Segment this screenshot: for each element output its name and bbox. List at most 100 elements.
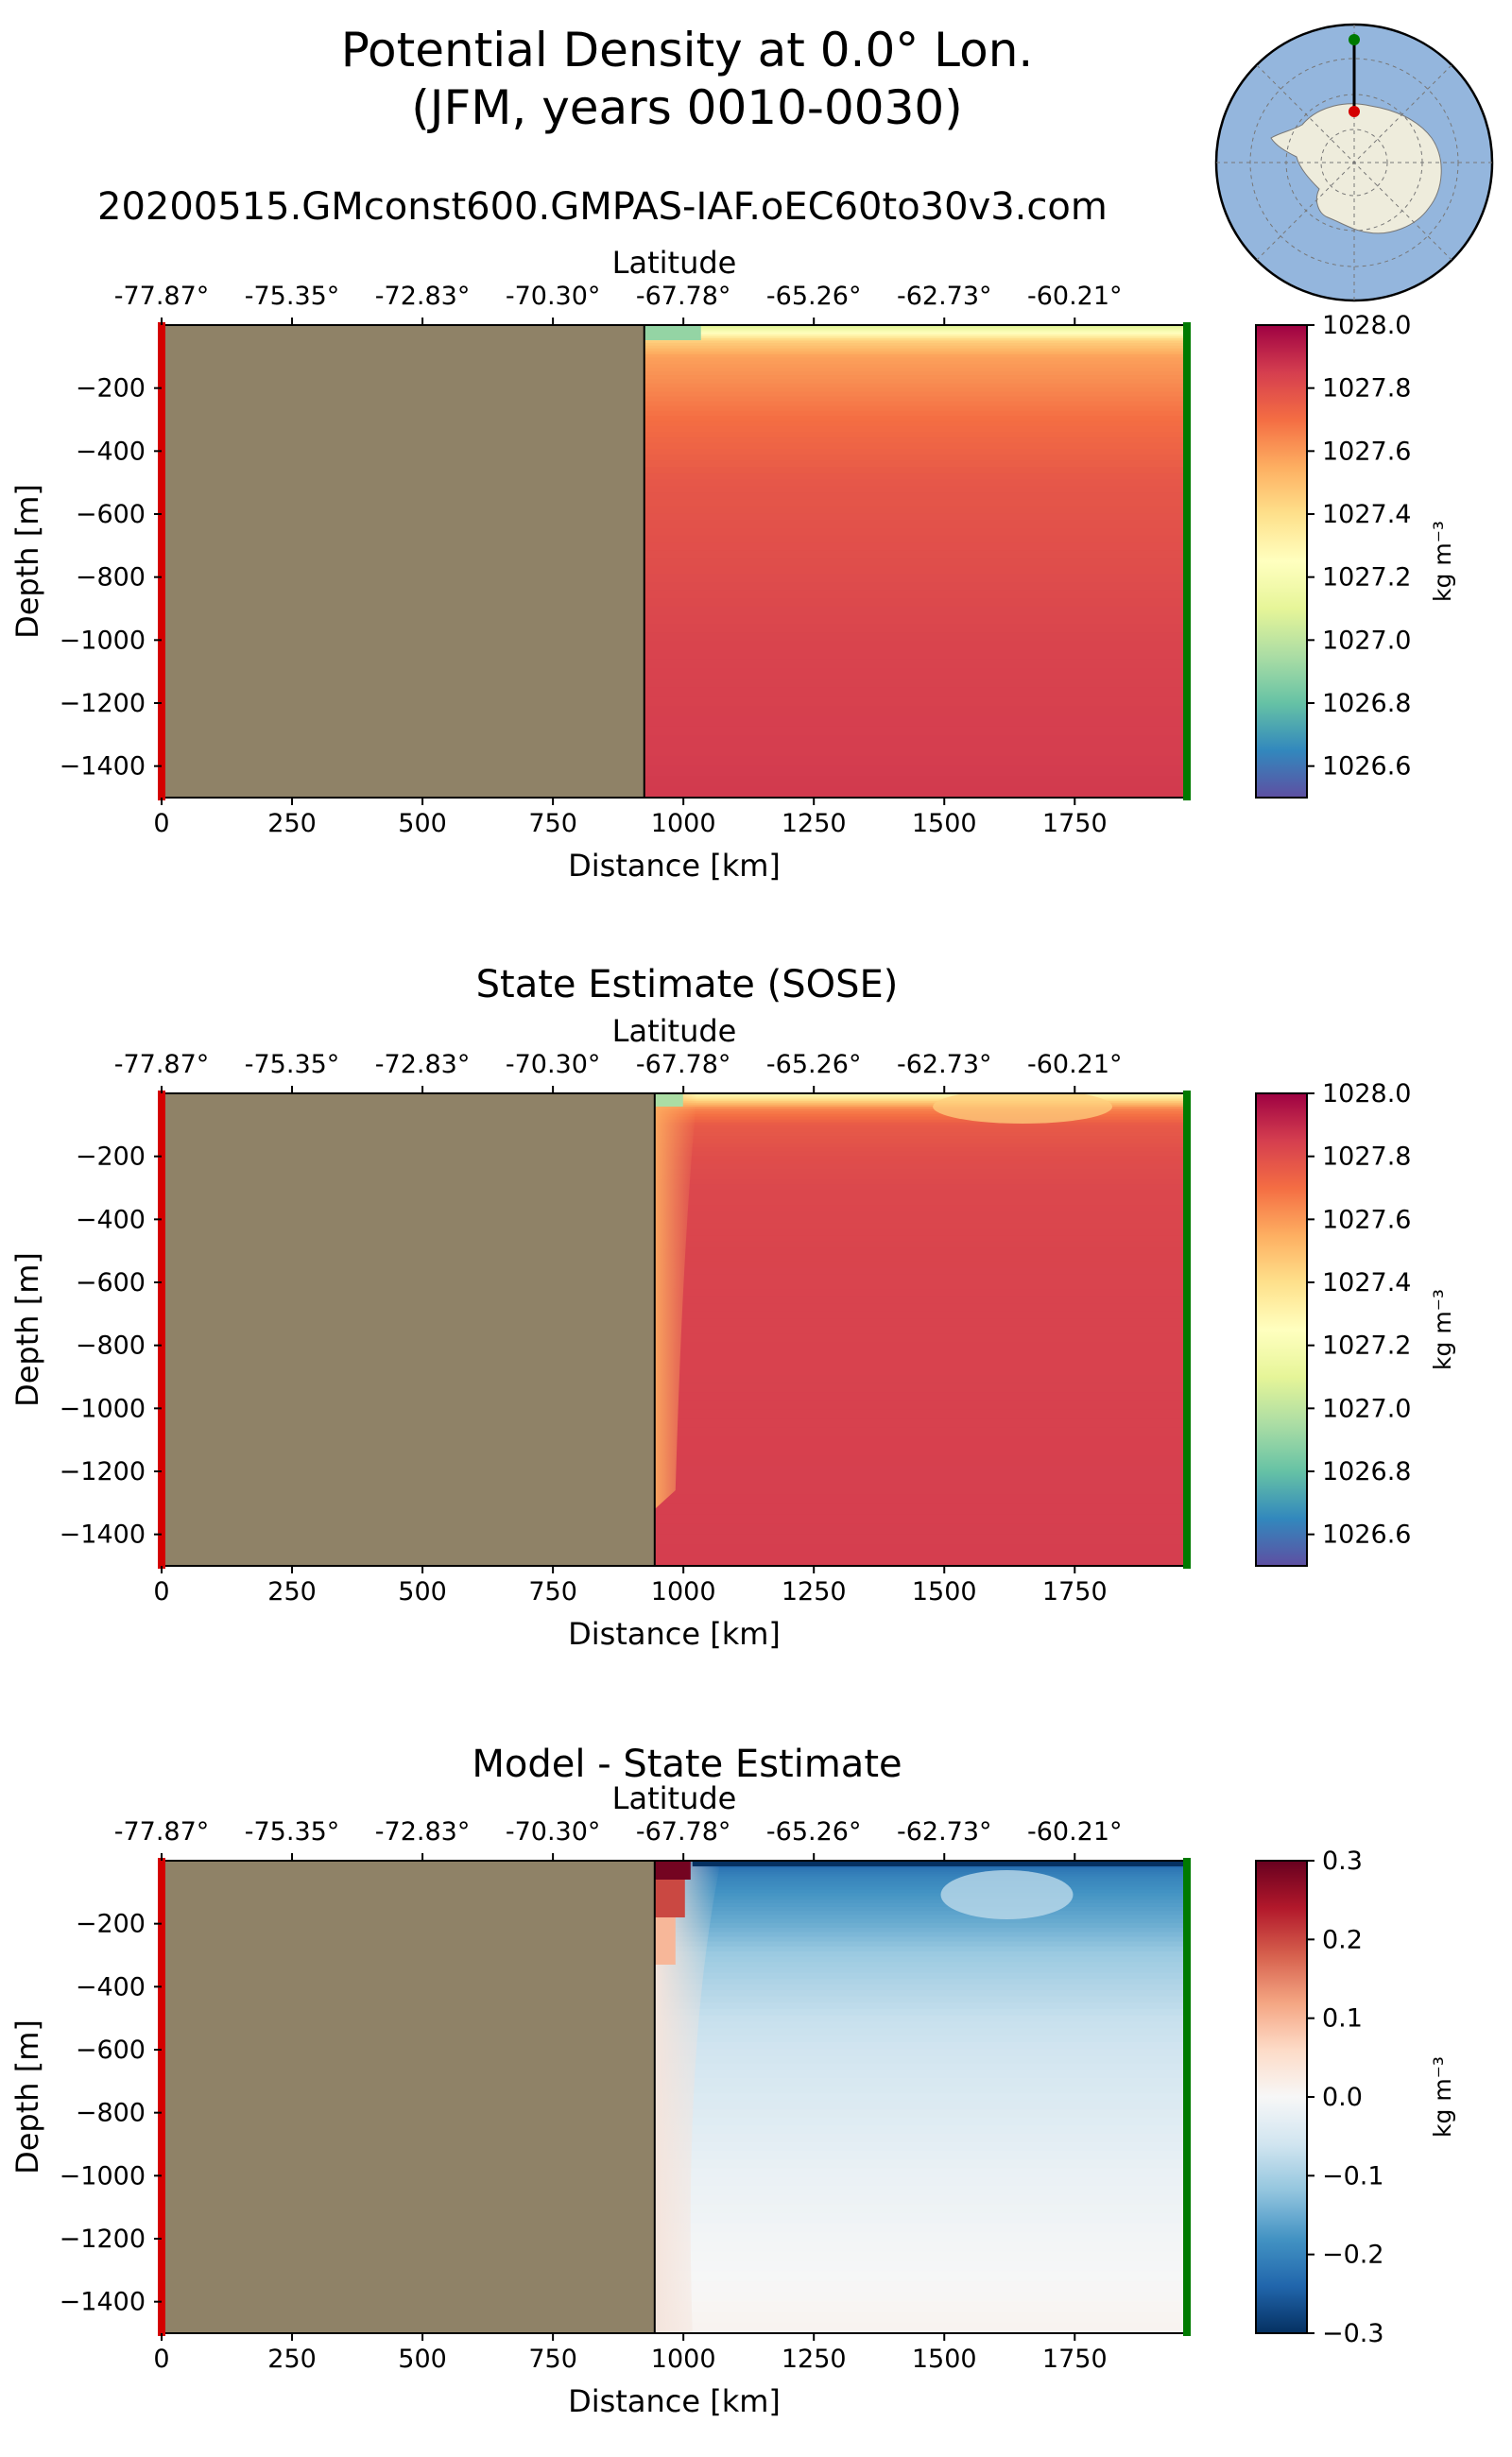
field-band <box>644 357 1187 362</box>
field-band <box>654 2041 1187 2051</box>
field-band <box>654 2086 1187 2095</box>
field-band <box>654 2251 1187 2262</box>
field-band <box>654 1288 1187 1297</box>
field-band <box>654 1358 1187 1367</box>
field-band <box>654 2117 1187 2127</box>
colorbar-tick-label: 1026.8 <box>1322 689 1411 718</box>
field-band <box>654 1366 1187 1376</box>
field-band <box>644 624 1187 634</box>
field-band <box>654 1156 1187 1161</box>
field-band <box>654 1128 1187 1134</box>
field-band <box>654 1956 1187 1963</box>
field-coastal-positive-plume <box>654 1861 721 2333</box>
field-band <box>644 360 1187 366</box>
field-band <box>644 353 1187 358</box>
field-band <box>654 1874 1187 1878</box>
lat-tick-label: -67.78° <box>636 1817 731 1847</box>
field-band <box>644 696 1187 708</box>
colorbar-tick-label: −0.1 <box>1322 2161 1384 2191</box>
field-band <box>644 527 1187 537</box>
field-band <box>654 1311 1187 1320</box>
y-tick-label: −600 <box>76 2036 146 2065</box>
field-coastal-fresh-patch <box>654 1093 683 1107</box>
field-band <box>654 1318 1187 1328</box>
field-band <box>644 641 1187 651</box>
field-band <box>644 331 1187 334</box>
field-band <box>654 1899 1187 1904</box>
field-band <box>654 2322 1187 2333</box>
field-band <box>654 2271 1187 2282</box>
colorbar-tick-label: 1027.2 <box>1322 563 1411 593</box>
field-band <box>654 2281 1187 2293</box>
field-band <box>644 426 1187 433</box>
field-band <box>654 1534 1187 1546</box>
field-band <box>654 1996 1187 2003</box>
field-band <box>654 1984 1187 1991</box>
panel-model: 0 250 500 750 1000 1250 1500 1750 -77.87° -75.35°… <box>9 245 1456 884</box>
field-band <box>644 455 1187 462</box>
lat-tick-label: -75.35° <box>245 1817 340 1847</box>
field-band <box>644 328 1187 331</box>
y-tick-label: −200 <box>76 374 146 404</box>
field-band <box>654 1261 1187 1269</box>
field-band <box>654 1990 1187 1998</box>
field-band <box>654 1523 1187 1536</box>
field-band <box>654 2134 1187 2143</box>
field-band <box>654 2028 1187 2036</box>
colorbar-tick-label: 1027.0 <box>1322 626 1411 655</box>
field-band <box>654 1342 1187 1351</box>
field-band <box>654 1494 1187 1505</box>
field-coastal-max-positive <box>654 1861 691 1880</box>
field-band <box>654 1097 1187 1101</box>
field-band <box>654 1946 1187 1952</box>
y-axis-label: Depth [m] <box>9 1252 45 1407</box>
colorbar <box>1255 324 1308 799</box>
x-axis-label: Distance [km] <box>568 1616 781 1652</box>
lat-tick-label: -75.35° <box>245 282 340 311</box>
field-band <box>644 598 1187 608</box>
field-coastal-fresh-patch <box>644 325 701 340</box>
land-mask <box>161 1092 656 1567</box>
field-band <box>654 1889 1187 1894</box>
field-band <box>654 1189 1187 1195</box>
field-band <box>654 2311 1187 2324</box>
field-band <box>644 335 1187 339</box>
field-band <box>654 1927 1187 1933</box>
field-band <box>644 421 1187 427</box>
field-band <box>644 472 1187 481</box>
y-tick-label: −1200 <box>60 2225 146 2254</box>
lat-tick-label: -65.26° <box>766 1050 862 1079</box>
field-band <box>654 1096 1187 1099</box>
section-field <box>654 1861 1187 2333</box>
x-tick-label: 1250 <box>782 2345 847 2374</box>
field-band <box>654 1967 1187 1974</box>
field-band <box>654 1886 1187 1891</box>
field-band <box>654 2093 1187 2103</box>
field-band <box>654 1110 1187 1115</box>
y-tick-label: −600 <box>76 500 146 529</box>
field-band <box>654 1235 1187 1243</box>
x-tick-label: 250 <box>267 1577 317 1606</box>
field-band <box>654 1932 1187 1938</box>
colorbar-tick-label: −0.3 <box>1322 2319 1384 2348</box>
field-band <box>654 1876 1187 1880</box>
x-tick-label: 1500 <box>912 1577 977 1606</box>
field-band <box>654 2002 1187 2010</box>
x-tick-label: 1000 <box>651 2345 716 2374</box>
field-band <box>644 678 1187 688</box>
colorbar-tick-label: 0.0 <box>1322 2083 1363 2112</box>
inset-transect-end-dot <box>1349 34 1360 45</box>
field-band <box>644 479 1187 488</box>
field-band <box>644 348 1187 352</box>
field-band <box>654 2049 1187 2057</box>
y-tick-label: −800 <box>76 1332 146 1361</box>
field-band <box>644 332 1187 335</box>
field-band <box>654 2223 1187 2233</box>
field-band <box>654 1274 1187 1283</box>
field-band <box>654 2125 1187 2135</box>
field-band <box>654 1178 1187 1185</box>
field-band <box>644 401 1187 407</box>
field-band <box>644 765 1187 778</box>
field-band <box>654 2035 1187 2043</box>
field-band <box>644 606 1187 616</box>
